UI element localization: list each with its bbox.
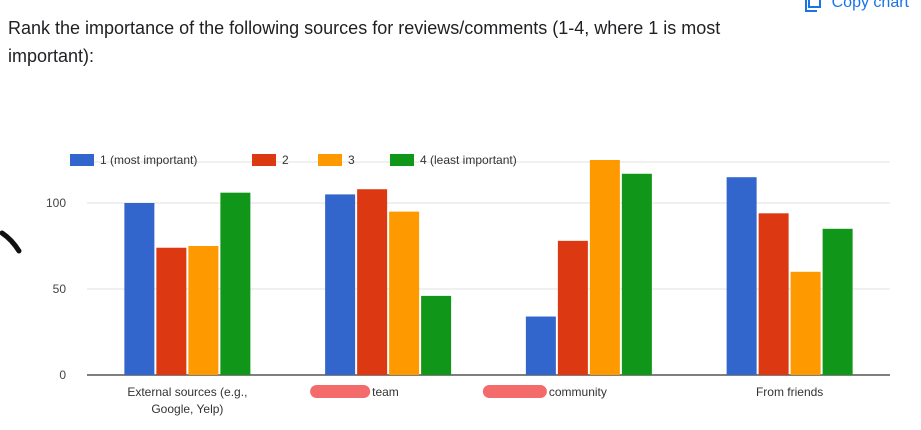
bar (188, 246, 219, 375)
legend-label: 1 (most important) (100, 153, 197, 167)
legend-swatch (252, 154, 276, 166)
legend-swatch (70, 154, 94, 166)
x-tick-label: From friends (756, 385, 823, 399)
legend-swatch (390, 154, 414, 166)
bar (790, 271, 821, 375)
question-text: Rank the importance of the following sou… (8, 18, 721, 66)
x-tick-label: External sources (e.g., (127, 385, 247, 399)
copy-icon (804, 0, 822, 13)
pen-mark (0, 230, 22, 254)
bar (621, 173, 652, 375)
bar (525, 316, 556, 375)
redaction-mark (310, 385, 371, 398)
y-tick-label: 100 (46, 196, 66, 210)
bar (726, 177, 757, 375)
bar (156, 247, 187, 375)
bar (357, 189, 388, 375)
bar (220, 192, 251, 375)
bar (421, 295, 452, 375)
redaction-mark (482, 385, 547, 398)
bar (822, 228, 853, 375)
copy-chart-button[interactable]: Copy chart (804, 0, 909, 13)
bar (124, 203, 155, 375)
x-tick-label: community (549, 385, 607, 399)
legend-label: 4 (least important) (420, 153, 517, 167)
y-tick-label: 50 (53, 282, 67, 296)
bar (758, 213, 789, 375)
bar-chart: 0 50 100 External sources (e.g., Google, Yel… (46, 153, 890, 416)
legend-label: 2 (282, 153, 289, 167)
x-tick-label: team (372, 385, 399, 399)
legend-swatch (318, 154, 342, 166)
x-tick-label: Google, Yelp) (151, 402, 223, 416)
bar (389, 211, 420, 375)
bar (589, 160, 620, 375)
bar (325, 194, 356, 375)
y-tick-label: 0 (59, 368, 66, 382)
copy-chart-label: Copy chart (831, 0, 909, 11)
bar (557, 240, 588, 375)
legend-label: 3 (348, 153, 355, 167)
